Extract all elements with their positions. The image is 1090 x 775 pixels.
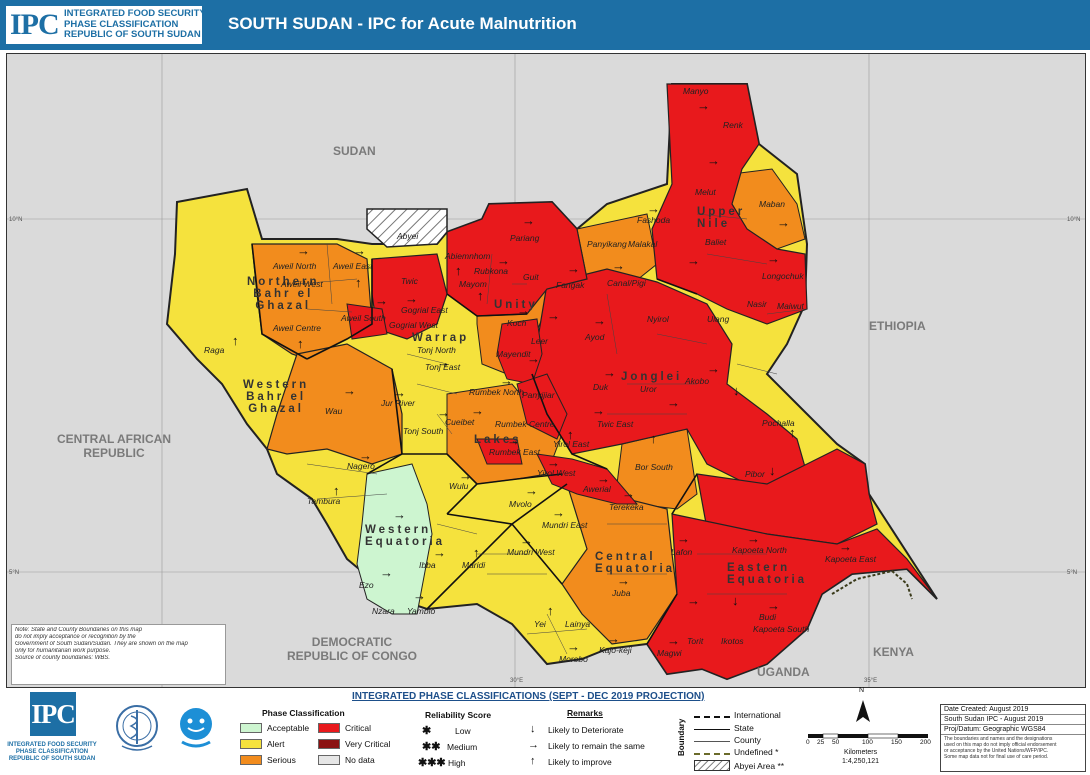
scale-unit: Kilometers <box>844 749 878 756</box>
boundary-label-abyei: Abyei Area ** <box>734 761 785 771</box>
map-panel: 10°N 10°N 5°N 5°N 25°E 30°E 35°E SUDAN E… <box>6 53 1086 688</box>
remark-legend-arrow-right-icon: → <box>528 739 539 751</box>
org-line-2: PHASE CLASSIFICATION <box>64 18 179 30</box>
region-rumbek-east <box>476 438 523 465</box>
abyei-hatch-sample <box>694 760 730 771</box>
remark-legend-arrow-up-icon: ↑ <box>530 755 536 767</box>
boundary-sample-county <box>694 741 730 742</box>
reliability-symbol-high: ✱✱✱ <box>418 757 446 769</box>
north-arrow-icon <box>856 700 870 722</box>
phase-label-alert: Alert <box>267 739 285 749</box>
note-line: Government of South Sudan/Sudan. They ar… <box>15 641 188 647</box>
map-disclaimer-note: Note: State and County Boundaries on thi… <box>11 624 226 685</box>
boundary-label-county: County <box>734 735 761 745</box>
boundary-label-undefined: Undefined * <box>734 747 779 757</box>
swatch-acceptable <box>240 723 262 733</box>
reliability-symbol-medium: ✱✱ <box>422 741 441 753</box>
map-header: IPC INTEGRATED FOOD SECURITY PHASE CLASS… <box>0 0 1090 50</box>
phase-label-no-data: No data <box>345 755 375 765</box>
boundary-title: Boundary <box>677 718 686 756</box>
org-line-1: INTEGRATED FOOD SECURITY <box>64 8 206 19</box>
remark-label-remain: Likely to remain the same <box>548 741 645 751</box>
region-yirol-west-awerial <box>536 453 639 505</box>
boundary-label-state: State <box>734 723 754 733</box>
ipc-logo: IPC <box>10 8 60 41</box>
reliability-symbol-low: ✱ <box>422 725 432 737</box>
legend-footer: INTEGRATED PHASE CLASSIFICATIONS (SEPT -… <box>0 687 1090 775</box>
map-info-box: Date Created: August 2019 South Sudan IP… <box>940 704 1086 772</box>
note-line: only for humanitarian work purpose. <box>15 648 111 654</box>
nutrition-cluster-icon <box>180 708 212 748</box>
phase-label-serious: Serious <box>267 755 296 765</box>
health-ministry-emblem-icon <box>116 705 158 751</box>
scale-ratio: 1:4,250,121 <box>842 758 879 765</box>
ipc-footer-org-line: INTEGRATED FOOD SECURITY <box>7 742 97 748</box>
boundary-label-international: International <box>734 710 781 720</box>
scale-tick-0: 0 <box>806 739 810 746</box>
boundary-sample-state <box>694 729 730 730</box>
remarks-title: Remarks <box>567 708 603 718</box>
phase-label-critical: Critical <box>345 723 371 733</box>
region-eastern-equatoria <box>646 513 938 680</box>
ipc-logo-block: IPC INTEGRATED FOOD SECURITY PHASE CLASS… <box>6 6 206 44</box>
reliability-score-title: Reliability Score <box>425 710 492 720</box>
region-warrap-critical <box>371 253 448 340</box>
org-line-3: REPUBLIC OF SOUTH SUDAN <box>64 29 201 40</box>
swatch-serious <box>240 755 262 765</box>
reliability-label-low: Low <box>455 726 471 736</box>
note-line: Source of county boundaries: WBS. <box>15 655 111 661</box>
scale-tick-25: 25 <box>817 739 825 746</box>
info-date-created: Date Created: August 2019 <box>941 705 1085 715</box>
ipc-footer-org-line: PHASE CLASSIFICATION <box>15 749 89 755</box>
scale-tick-200: 200 <box>920 739 931 746</box>
phase-classification-title: Phase Classification <box>262 708 345 718</box>
scale-tick-150: 150 <box>891 739 902 746</box>
ipc-logo-square: IPC <box>30 692 76 736</box>
phase-label-very-critical: Very Critical <box>345 739 391 749</box>
info-disclaimer: The boundaries and names and the designa… <box>941 735 1085 761</box>
info-projection: Proj/Datum: Geographic WGS84 <box>941 725 1085 735</box>
county-boundaries <box>296 213 808 655</box>
swatch-very-critical <box>318 739 340 749</box>
note-line: Note: State and County Boundaries on thi… <box>15 627 143 633</box>
region-upper-nile-critical <box>651 83 808 325</box>
north-label: N <box>859 687 865 694</box>
scale-bar <box>808 733 928 739</box>
swatch-critical <box>318 723 340 733</box>
state-boundaries <box>251 243 698 645</box>
reliability-label-high: High <box>448 758 466 768</box>
info-disclaimer-line: or acceptance by the United Nations/WFP/… <box>944 748 1049 754</box>
phase-label-acceptable: Acceptable <box>267 723 310 733</box>
undefined-boundary <box>831 569 913 600</box>
boundary-sample-international <box>694 716 730 718</box>
region-panyijiar <box>516 373 568 440</box>
legend-title: INTEGRATED PHASE CLASSIFICATIONS (SEPT -… <box>352 691 705 702</box>
map-svg <box>7 54 1085 687</box>
ipc-footer-org-line: REPUBLIC OF SOUTH SUDAN <box>8 756 96 762</box>
region-aweil-south <box>346 303 388 340</box>
swatch-no-data <box>318 755 340 765</box>
info-disclaimer-line: used on this map do not imply official e… <box>944 742 1057 748</box>
ipc-footer-logo: IPC INTEGRATED FOOD SECURITY PHASE CLASS… <box>6 690 98 770</box>
region-western-equatoria-acceptable <box>356 463 433 615</box>
info-source: South Sudan IPC - August 2019 <box>941 715 1085 725</box>
boundary-sample-undefined <box>694 753 730 755</box>
scale-tick-50: 50 <box>832 739 840 746</box>
remark-legend-arrow-down-icon: ↓ <box>530 723 536 735</box>
map-title: SOUTH SUDAN - IPC for Acute Malnutrition <box>228 14 577 33</box>
scale-tick-100: 100 <box>862 739 873 746</box>
region-western-bahr-el-ghazal-east <box>266 343 403 465</box>
abyei-area <box>366 208 448 248</box>
info-disclaimer-line: The boundaries and names and the designa… <box>944 736 1053 742</box>
info-disclaimer-line: Some map data not for final use of care … <box>944 754 1049 760</box>
remark-label-deteriorate: Likely to Deteriorate <box>548 725 624 735</box>
reliability-label-medium: Medium <box>447 742 478 752</box>
org-name: INTEGRATED FOOD SECURITY PHASE CLASSIFIC… <box>64 8 206 41</box>
ipc-footer-org: INTEGRATED FOOD SECURITY PHASE CLASSIFIC… <box>6 742 98 763</box>
remark-label-improve: Likely to improve <box>548 757 612 767</box>
swatch-alert <box>240 739 262 749</box>
note-line: do not imply acceptance or recognition b… <box>15 634 136 640</box>
